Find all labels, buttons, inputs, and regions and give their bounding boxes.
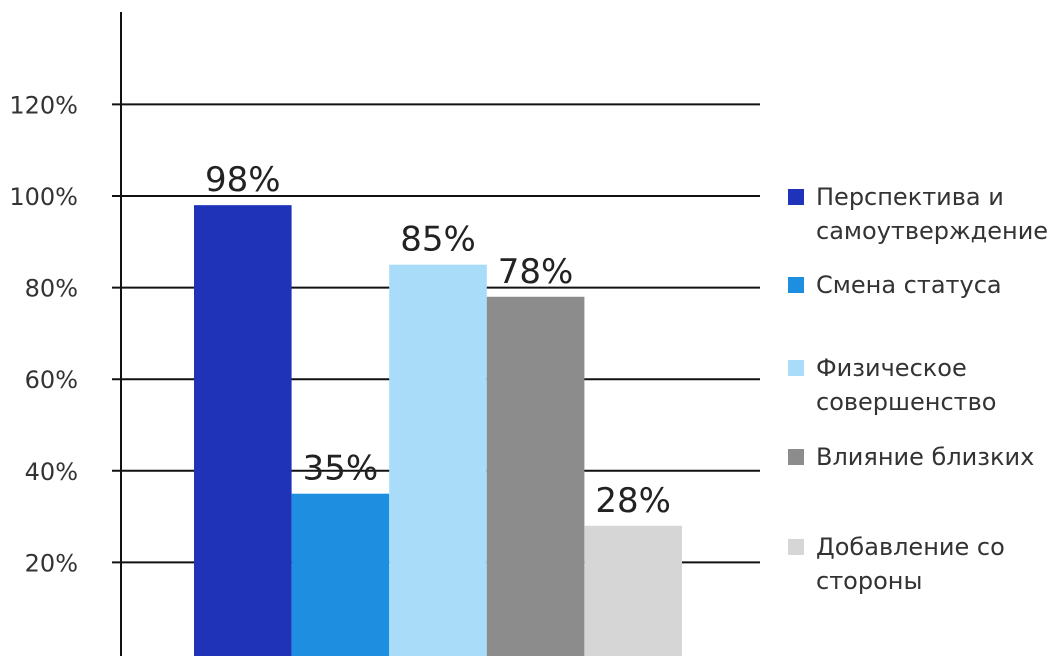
legend-label: Добавление со стороны [816, 533, 1005, 595]
bar-value-label: 78% [498, 252, 574, 292]
legend: Перспектива и самоутверждение Смена стат… [788, 0, 1063, 656]
bar-value-label: 35% [303, 449, 379, 489]
legend-swatch [788, 189, 804, 205]
legend-label: Физическое совершенство [816, 354, 997, 416]
legend-item: Смена статуса [788, 268, 1056, 302]
legend-item: Физическое совершенство [788, 351, 1056, 419]
legend-swatch [788, 360, 804, 376]
legend-label: Перспектива и самоутверждение [816, 183, 1049, 245]
bar [584, 525, 682, 656]
legend-swatch [788, 539, 804, 555]
y-tick-labels: 20% 40% 60% 80% 100% 120% [9, 91, 78, 577]
legend-swatch [788, 277, 804, 293]
bars [194, 205, 682, 656]
legend-item: Добавление со стороны [788, 530, 1056, 598]
bar-value-label: 28% [595, 481, 671, 521]
bar-value-label: 98% [205, 160, 281, 200]
y-tick-label: 60% [25, 366, 78, 394]
bar [486, 296, 585, 656]
legend-swatch [788, 449, 804, 465]
y-tick-label: 80% [25, 275, 78, 303]
legend-item: Перспектива и самоутверждение [788, 180, 1056, 248]
y-tick-label: 100% [9, 183, 78, 211]
data-labels: 98% 35% 85% 78% 28% [205, 160, 671, 521]
legend-label: Смена статуса [816, 271, 1002, 299]
bar [389, 264, 487, 656]
bar-value-label: 85% [400, 220, 476, 260]
legend-item: Влияние близких [788, 440, 1056, 474]
y-tick-label: 20% [25, 549, 78, 577]
y-tick-label: 40% [25, 458, 78, 486]
bar [194, 205, 292, 656]
bar [291, 493, 390, 656]
legend-label: Влияние близких [816, 443, 1035, 471]
y-tick-label: 120% [9, 91, 78, 119]
